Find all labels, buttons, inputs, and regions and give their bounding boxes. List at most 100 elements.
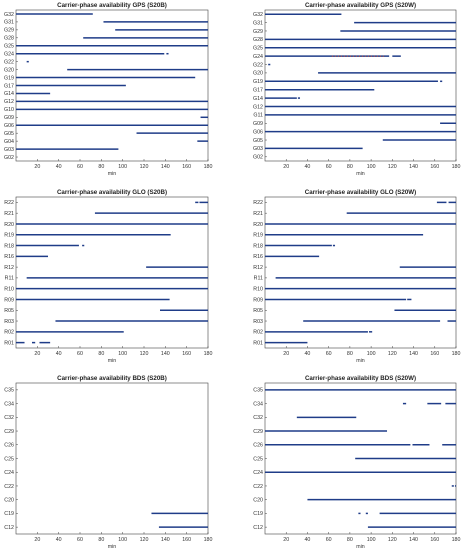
x-tick-label: 40 (56, 537, 62, 543)
y-tick-label: C20 (253, 497, 263, 503)
y-tick-label: G28 (253, 37, 263, 43)
y-tick-label: R19 (253, 233, 263, 239)
x-tick-label: 180 (204, 164, 213, 170)
y-tick-label: G32 (253, 12, 263, 18)
x-tick-label: 120 (140, 164, 149, 170)
y-tick-label: R21 (253, 211, 263, 217)
plot-area (264, 196, 457, 349)
x-tick-label: 100 (118, 351, 127, 357)
x-tick-label: 100 (367, 537, 376, 543)
x-tick-label: 140 (409, 351, 418, 357)
x-tick-label: 40 (304, 537, 310, 543)
chart-panel-3: Carrier-phase availability GLO (S20B) R22… (4, 189, 212, 364)
x-tick-label: 180 (204, 537, 213, 543)
x-tick-label: 40 (56, 351, 62, 357)
y-tick-label: G12 (4, 99, 14, 105)
y-tick-label: G12 (253, 104, 263, 110)
x-tick-label: 60 (326, 537, 332, 543)
y-tick-label: G19 (253, 79, 263, 85)
x-tick-label: 160 (430, 164, 439, 170)
y-tick-label: G29 (253, 29, 263, 35)
y-tick-label: C20 (4, 497, 14, 503)
x-tick-label: 100 (118, 537, 127, 543)
chart-panel-5: Carrier-phase availability BDS (S20B) C35… (4, 375, 212, 550)
y-tick-label: G17 (253, 87, 263, 93)
y-tick-label: G19 (4, 75, 14, 81)
x-tick-label: 180 (452, 351, 461, 357)
x-tick-label: 80 (347, 351, 353, 357)
panel-title: Carrier-phase availability BDS (S20W) (305, 375, 416, 382)
y-tick-label: C12 (4, 525, 14, 531)
y-tick-label: G09 (253, 121, 263, 127)
x-axis-label: min (356, 171, 365, 177)
y-tick-label: R21 (4, 211, 14, 217)
x-tick-label: 60 (326, 164, 332, 170)
y-tick-label: G04 (4, 139, 14, 145)
x-axis-label: min (108, 171, 117, 177)
y-tick-label: C34 (4, 401, 14, 407)
x-tick-label: 160 (182, 537, 191, 543)
y-tick-label: C19 (253, 511, 263, 517)
y-tick-label: R18 (4, 243, 14, 249)
y-tick-label: C26 (4, 443, 14, 449)
x-tick-label: 80 (98, 537, 104, 543)
x-tick-label: 60 (77, 164, 83, 170)
y-tick-label: G31 (4, 20, 14, 26)
y-tick-label: R09 (253, 297, 263, 303)
y-tick-label: R11 (5, 276, 14, 282)
y-tick-label: G06 (253, 129, 263, 135)
x-tick-label: 60 (326, 351, 332, 357)
panel-title: Carrier-phase availability GLO (S20W) (305, 189, 416, 196)
panel-title: Carrier-phase availability BDS (S20B) (57, 375, 167, 382)
x-tick-label: 100 (367, 164, 376, 170)
x-tick-label: 80 (98, 164, 104, 170)
y-tick-label: G14 (4, 91, 14, 97)
y-tick-label: G22 (253, 62, 263, 68)
chart-panel-6: Carrier-phase availability BDS (S20W) C35… (253, 375, 460, 550)
x-tick-label: 120 (140, 537, 149, 543)
y-tick-label: G06 (4, 123, 14, 129)
x-tick-label: 160 (182, 351, 191, 357)
y-tick-label: R22 (253, 200, 263, 206)
y-tick-label: R22 (4, 200, 14, 206)
y-tick-label: R10 (4, 286, 14, 292)
y-tick-label: C22 (253, 484, 263, 490)
y-tick-label: R02 (253, 330, 263, 336)
y-tick-label: G03 (253, 146, 263, 152)
y-tick-label: C35 (4, 388, 14, 394)
y-tick-label: R18 (253, 243, 263, 249)
y-tick-label: R09 (4, 297, 14, 303)
x-axis-label: min (108, 358, 117, 364)
y-tick-label: R01 (4, 340, 14, 346)
x-axis-label: min (108, 544, 117, 550)
y-tick-label: G20 (253, 71, 263, 77)
x-tick-label: 160 (430, 351, 439, 357)
y-tick-label: R11 (254, 276, 263, 282)
panel-title: Carrier-phase availability GPS (S20W) (305, 2, 416, 9)
x-tick-label: 180 (204, 351, 213, 357)
y-tick-label: G28 (4, 36, 14, 42)
y-tick-label: C19 (4, 511, 14, 517)
y-tick-label: C25 (4, 456, 14, 462)
y-tick-label: C32 (253, 415, 263, 421)
y-tick-label: G24 (4, 52, 14, 58)
y-tick-label: C25 (253, 456, 263, 462)
y-tick-label: R12 (4, 265, 14, 271)
y-tick-label: C32 (4, 415, 14, 421)
chart-panel-1: Carrier-phase availability GPS (S20B) G32… (4, 2, 212, 177)
y-tick-label: G05 (4, 131, 14, 137)
x-tick-label: 60 (77, 351, 83, 357)
y-tick-label: R03 (253, 319, 263, 325)
y-tick-label: C34 (253, 401, 263, 407)
x-tick-label: 20 (34, 164, 40, 170)
x-tick-label: 40 (56, 164, 62, 170)
y-tick-label: G32 (4, 12, 14, 18)
y-tick-label: R19 (4, 233, 14, 239)
y-tick-label: C35 (253, 388, 263, 394)
x-tick-label: 120 (388, 164, 397, 170)
x-tick-label: 60 (77, 537, 83, 543)
y-tick-label: G20 (4, 67, 14, 73)
chart-panel-4: Carrier-phase availability GLO (S20W) R22… (253, 189, 460, 364)
x-tick-label: 20 (283, 537, 289, 543)
